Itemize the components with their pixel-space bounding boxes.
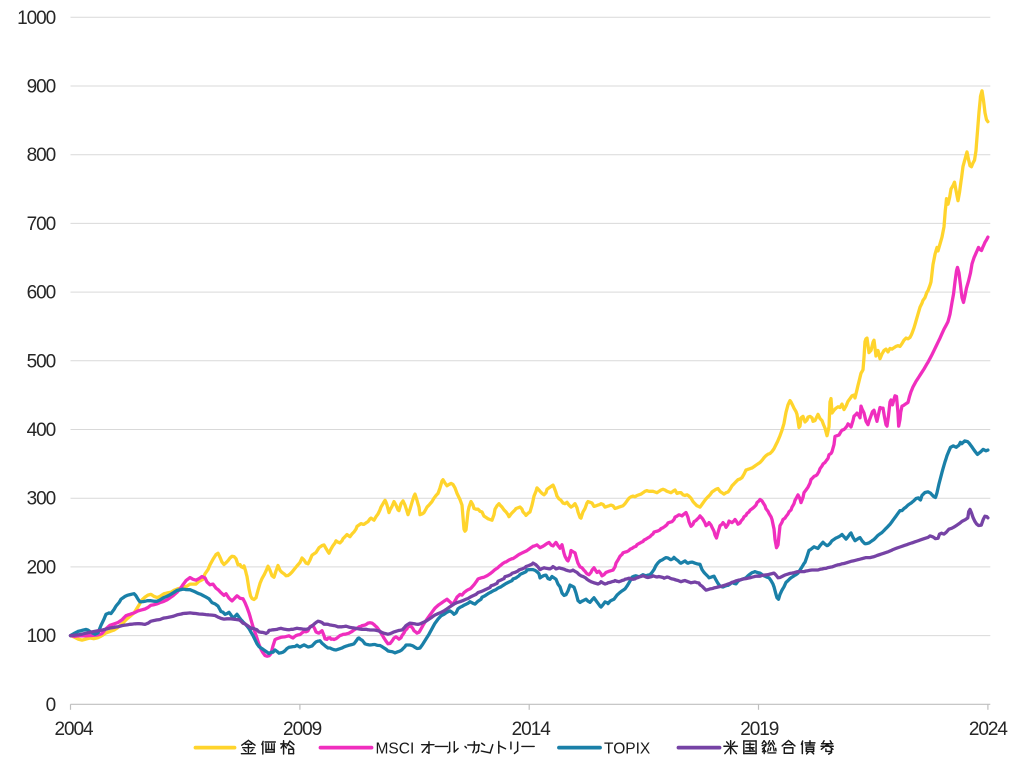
svg-text:100: 100 — [27, 626, 56, 647]
svg-text:600: 600 — [27, 283, 56, 304]
svg-text:200: 200 — [27, 557, 56, 578]
svg-text:MSCI: MSCI — [376, 741, 415, 758]
svg-text:500: 500 — [27, 351, 56, 372]
svg-text:400: 400 — [27, 420, 56, 441]
svg-text:300: 300 — [27, 489, 56, 510]
svg-text:700: 700 — [27, 214, 56, 235]
svg-text:900: 900 — [27, 77, 56, 98]
svg-text:2014: 2014 — [512, 719, 552, 740]
svg-text:2004: 2004 — [54, 719, 94, 740]
svg-text:800: 800 — [27, 145, 56, 166]
svg-text:2019: 2019 — [740, 719, 779, 740]
svg-text:2009: 2009 — [283, 719, 322, 740]
svg-text:2024: 2024 — [969, 719, 1009, 740]
svg-text:0: 0 — [46, 695, 56, 716]
svg-text:1000: 1000 — [17, 8, 56, 29]
svg-text:TOPIX: TOPIX — [604, 741, 651, 758]
